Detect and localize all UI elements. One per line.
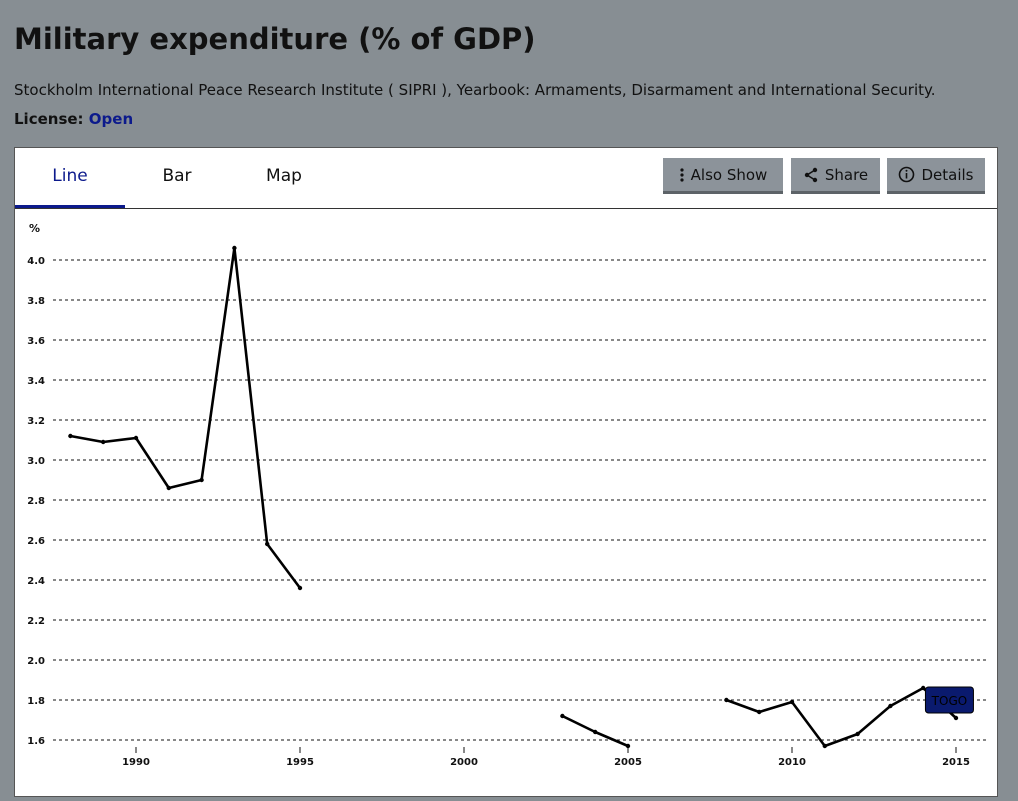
chart-area: % 1.6 1.8 2.0 2.2 2.4 2.6 2.8 3.0 3.2 3.4 3.6 3.8 4.… bbox=[15, 209, 997, 797]
y-tick-label: 4.0 bbox=[27, 256, 45, 267]
license-link[interactable]: Open bbox=[88, 110, 134, 128]
y-tick-label: 2.0 bbox=[27, 656, 45, 667]
data-point bbox=[921, 685, 926, 691]
x-tick-label: 1995 bbox=[286, 757, 314, 768]
data-point bbox=[265, 541, 270, 547]
y-tick-label: 1.6 bbox=[27, 736, 45, 747]
series-label-box bbox=[924, 686, 974, 714]
tab-bar-chart[interactable]: Bar bbox=[162, 166, 192, 186]
data-point bbox=[199, 477, 204, 483]
also-show-label: Also Show bbox=[690, 165, 768, 184]
tab-line[interactable]: Line bbox=[15, 148, 125, 208]
also-show-button[interactable]: Also Show bbox=[663, 158, 783, 194]
series-line bbox=[725, 686, 957, 748]
series-line bbox=[70, 246, 302, 589]
more-vertical-icon bbox=[679, 167, 685, 182]
license-label: License: bbox=[14, 110, 84, 128]
data-point bbox=[68, 433, 73, 439]
y-tick-label: 1.8 bbox=[27, 696, 45, 707]
license-line: License: Open bbox=[14, 110, 133, 128]
data-point bbox=[888, 703, 893, 709]
y-tick-label: 3.0 bbox=[27, 456, 45, 467]
data-point bbox=[101, 439, 106, 445]
data-point bbox=[822, 743, 827, 749]
data-point bbox=[297, 585, 303, 591]
data-point bbox=[757, 709, 762, 715]
share-label: Share bbox=[824, 165, 869, 184]
data-point bbox=[560, 713, 565, 719]
data-point bbox=[232, 245, 237, 251]
share-icon bbox=[803, 167, 819, 183]
x-tick-label: 2000 bbox=[450, 757, 478, 768]
data-point bbox=[855, 731, 860, 737]
y-tick-label: 3.6 bbox=[27, 336, 45, 347]
y-tick-label: 3.2 bbox=[27, 416, 45, 427]
data-point bbox=[953, 715, 959, 721]
y-tick-label: 2.2 bbox=[27, 616, 45, 627]
x-tick-label: 2015 bbox=[942, 757, 970, 768]
line-chart: % 1.6 1.8 2.0 2.2 2.4 2.6 2.8 3.0 3.2 3.4 3.6 3.8 4.… bbox=[27, 222, 987, 768]
page-title: Military expenditure (% of GDP) bbox=[14, 22, 536, 56]
x-tick-label: 2010 bbox=[778, 757, 806, 768]
details-button[interactable]: Details bbox=[887, 158, 985, 194]
data-point bbox=[789, 699, 795, 705]
data-point bbox=[133, 435, 139, 441]
y-axis-label: % bbox=[29, 222, 40, 235]
y-tick-label: 3.4 bbox=[27, 376, 45, 387]
y-tick-label: 3.8 bbox=[27, 296, 45, 307]
data-point bbox=[593, 729, 598, 735]
y-tick-label: 2.6 bbox=[27, 536, 45, 547]
x-tick-label: 2005 bbox=[614, 757, 642, 768]
chart-card: Line Bar Map Also Show Share Details % 1… bbox=[14, 147, 998, 797]
source-text: Stockholm International Peace Research I… bbox=[14, 81, 936, 99]
tab-bar: Line Bar Map Also Show Share Details bbox=[15, 148, 997, 209]
y-tick-label: 2.8 bbox=[27, 496, 45, 507]
data-point bbox=[625, 743, 631, 749]
data-point bbox=[724, 697, 729, 703]
tab-map[interactable]: Map bbox=[266, 166, 302, 186]
y-tick-label: 2.4 bbox=[27, 576, 45, 587]
series-label: TOGO bbox=[931, 694, 968, 708]
details-label: Details bbox=[921, 165, 974, 184]
data-point bbox=[166, 485, 171, 491]
x-tick-label: 1990 bbox=[122, 757, 150, 768]
share-button[interactable]: Share bbox=[791, 158, 880, 194]
info-icon bbox=[898, 166, 915, 183]
